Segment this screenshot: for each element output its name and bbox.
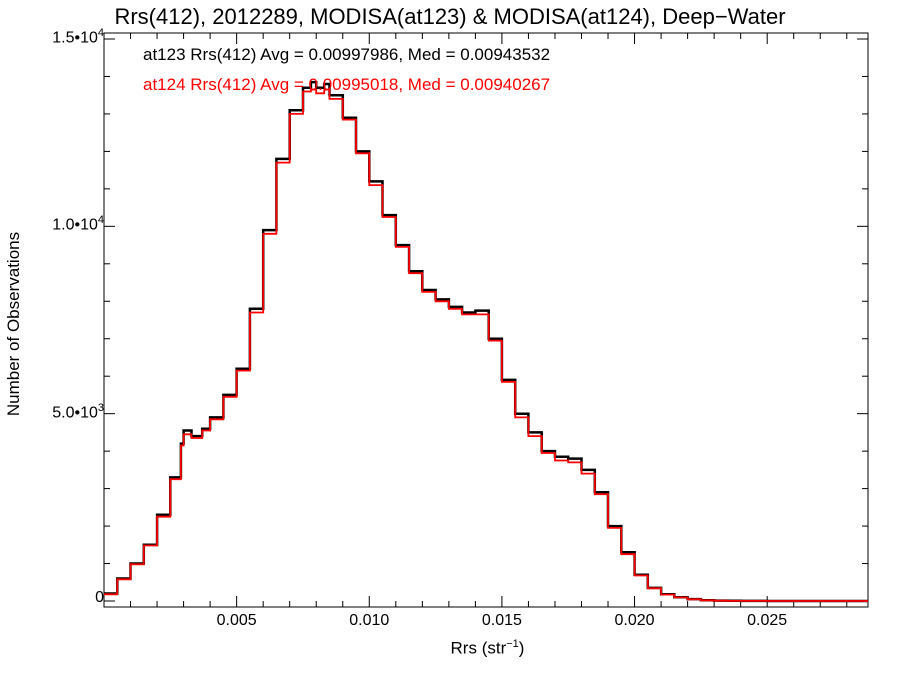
- x-tick-label: 0.005: [216, 612, 257, 629]
- y-tick-label: 0: [95, 589, 104, 606]
- series-line-1: [104, 80, 868, 603]
- x-tick-label: 0.025: [747, 612, 788, 629]
- x-tick-label: 0.020: [614, 612, 655, 629]
- x-axis-label-text: Rrs (str: [450, 638, 507, 658]
- legend-entry-2: at124 Rrs(412) Avg = 0.00995018, Med = 0…: [143, 75, 551, 94]
- x-axis-label: Rrs (str−1): [0, 638, 900, 659]
- x-axis-label-exponent: −1: [506, 638, 519, 650]
- x-axis-label-close: ): [518, 638, 525, 658]
- plot-frame: [103, 32, 869, 608]
- y-tick-label: 1.0•104: [52, 214, 104, 234]
- chart-title: Rrs(412), 2012289, MODISA(at123) & MODIS…: [114, 4, 786, 29]
- x-tick-label: 0.010: [349, 612, 390, 629]
- y-tick-label: 5.0•103: [52, 401, 104, 421]
- legend-entry-1: at123 Rrs(412) Avg = 0.00997986, Med = 0…: [143, 45, 551, 64]
- series-line-2: [104, 88, 868, 602]
- y-tick-label: 1.5•104: [52, 27, 104, 47]
- x-tick-label: 0.015: [481, 612, 522, 629]
- y-axis-label: Number of Observations: [4, 231, 23, 417]
